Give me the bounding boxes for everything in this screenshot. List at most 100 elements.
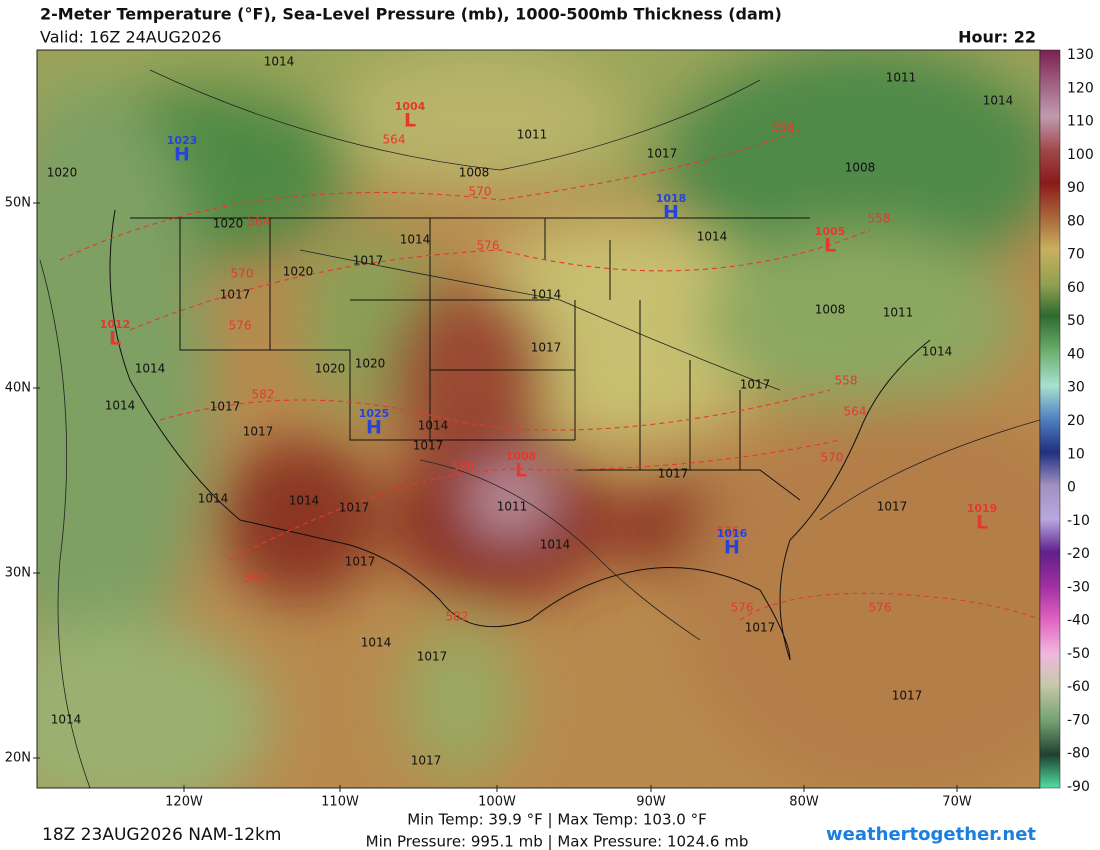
isobar-label: 1017 (658, 467, 689, 481)
isobar-label: 1014 (135, 362, 166, 376)
isobar-label: 1014 (400, 233, 431, 247)
isobar-label: 1014 (983, 94, 1014, 108)
colorbar-tick-label: -80 (1067, 746, 1090, 762)
pressure-center: H (366, 417, 382, 439)
thickness-label: 576 (717, 525, 740, 539)
isobar-label: 1017 (411, 754, 442, 768)
temp-range: Min Temp: 39.9 °F | Max Temp: 103.0 °F (407, 811, 706, 829)
isobar-label: 1020 (283, 265, 314, 279)
forecast-hour: Hour: 22 (958, 28, 1036, 47)
isobar-label: 1008 (815, 303, 846, 317)
isobar-label: 1017 (243, 425, 274, 439)
isobar-label: 1017 (413, 439, 444, 453)
isobar-label: 1011 (517, 128, 548, 142)
thickness-label: 588 (452, 460, 475, 474)
thickness-label: 564 (248, 215, 271, 229)
colorbar-tick-label: 90 (1067, 180, 1085, 196)
isobar-label: 1014 (697, 230, 728, 244)
isobar-label: 1020 (355, 357, 386, 371)
colorbar-tick-label: -70 (1067, 712, 1090, 728)
pressure-center: H (724, 537, 740, 559)
isobars (39, 69, 1040, 788)
isobar-label: 1011 (886, 71, 917, 85)
isobar-label: 1017 (353, 254, 384, 268)
colorbar-tick-label: -20 (1067, 546, 1090, 562)
pressure-center-value: 1025 (359, 407, 390, 420)
lat-label: 50N (5, 196, 31, 211)
pressure-center: L (109, 328, 121, 350)
map-background (37, 50, 1040, 788)
lon-label: 90W (636, 795, 666, 810)
thickness-label: 576 (477, 239, 500, 253)
pressure-center-value: 1023 (167, 134, 198, 147)
colorbar-tick-label: 80 (1067, 213, 1085, 229)
lon-label: 70W (942, 795, 972, 810)
thickness-label: 582 (446, 610, 469, 624)
colorbar-tick-label: 70 (1067, 247, 1085, 263)
isobar-label: 1017 (220, 288, 251, 302)
colorbar (1039, 49, 1061, 789)
pressure-center-value: 1008 (506, 450, 537, 463)
title: 2-Meter Temperature (°F), Sea-Level Pres… (40, 5, 782, 24)
pressure-center: H (663, 202, 679, 224)
colorbar-tick-label: 120 (1067, 80, 1094, 96)
pressure-center-value: 1019 (967, 502, 998, 515)
thickness-label: 582 (252, 388, 275, 402)
lon-label: 120W (165, 795, 203, 810)
isobar-label: 1020 (47, 166, 78, 180)
thickness-label: 576 (229, 319, 252, 333)
colorbar-tick-label: 0 (1067, 480, 1076, 496)
isobar-label: 1011 (883, 306, 914, 320)
colorbar-tick-label: 30 (1067, 380, 1085, 396)
site-link[interactable]: weathertogether.net (826, 824, 1036, 845)
colorbar-tick-label: -10 (1067, 513, 1090, 529)
pressure-center-value: 1018 (656, 192, 687, 205)
isobar-label: 1020 (213, 217, 244, 231)
thickness-label: 558 (772, 121, 795, 135)
colorbar-tick-label: 130 (1067, 47, 1094, 63)
isobar-label: 1014 (51, 713, 82, 727)
valid-time: Valid: 16Z 24AUG2026 (40, 28, 222, 47)
colorbar-tick-label: -60 (1067, 679, 1090, 695)
lat-label: 40N (5, 381, 31, 396)
isobar-label: 1011 (497, 500, 528, 514)
lon-label: 100W (478, 795, 516, 810)
pressure-center: L (976, 512, 988, 534)
isobar-label: 1017 (877, 500, 908, 514)
thickness-label: 576 (731, 601, 754, 615)
isobar-label: 1017 (417, 650, 448, 664)
isobar-label: 1017 (531, 341, 562, 355)
isobar-label: 1014 (289, 494, 320, 508)
isobar-label: 1014 (540, 538, 571, 552)
isobar-label: 1014 (361, 636, 392, 650)
isobar-label: 1014 (198, 492, 229, 506)
pressure-center-value: 1005 (815, 225, 846, 238)
lon-label: 110W (321, 795, 359, 810)
lat-label: 30N (5, 566, 31, 581)
colorbar-tick-label: 40 (1067, 346, 1085, 362)
isobar-label: 1017 (745, 621, 776, 635)
thickness-contours (59, 129, 1040, 621)
thickness-label: 564 (383, 133, 406, 147)
colorbar-tick-label: -90 (1067, 779, 1090, 795)
isobar-label: 1008 (845, 161, 876, 175)
lat-label: 20N (5, 751, 31, 766)
pressure-center: L (515, 460, 527, 482)
pressure-center-value: 1016 (717, 527, 748, 540)
colorbar-tick-label: 110 (1067, 114, 1094, 130)
colorbar-tick-label: 60 (1067, 280, 1085, 296)
pressure-center-value: 1012 (100, 318, 131, 331)
pressure-center: H (174, 144, 190, 166)
isobar-label: 1014 (922, 345, 953, 359)
isobar-label: 1014 (418, 419, 449, 433)
isobar-label: 1014 (105, 399, 136, 413)
isobar-label: 1017 (740, 378, 771, 392)
colorbar-tick-label: 10 (1067, 446, 1085, 462)
isobar-label: 1008 (459, 166, 490, 180)
isobar-label: 1017 (647, 147, 678, 161)
colorbar-tick-label: 100 (1067, 147, 1094, 163)
pressure-center: L (404, 110, 416, 132)
thickness-label: 564 (844, 405, 867, 419)
